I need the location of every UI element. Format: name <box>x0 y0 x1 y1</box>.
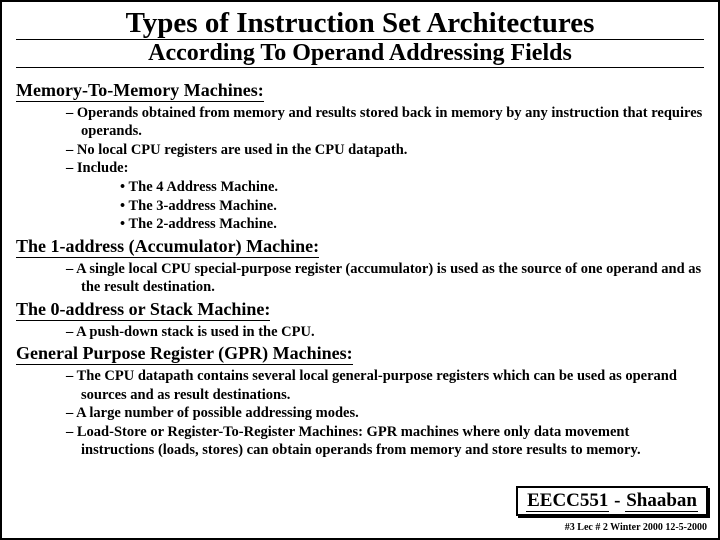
section1-subbullet: The 4 Address Machine. <box>120 178 704 197</box>
slide-subtitle: According To Operand Addressing Fields <box>16 40 704 67</box>
section1-subbullet: The 3-address Machine. <box>120 197 704 216</box>
footer-box: EECC551 - Shaaban <box>516 486 708 516</box>
section4-bullet: Load-Store or Register-To-Register Machi… <box>66 423 704 460</box>
section4-bullet: A large number of possible addressing mo… <box>66 404 704 423</box>
section1-heading: Memory-To-Memory Machines: <box>16 80 264 102</box>
section1-bullet: Include: <box>66 159 704 178</box>
section3-heading: The 0-address or Stack Machine: <box>16 299 270 321</box>
footer-name: Shaaban <box>625 490 698 512</box>
section4-bullet: The CPU datapath contains several local … <box>66 367 704 404</box>
section2-bullet: A single local CPU special-purpose regis… <box>66 260 704 297</box>
footer-meta: #3 Lec # 2 Winter 2000 12-5-2000 <box>565 522 707 533</box>
slide-title: Types of Instruction Set Architectures <box>16 8 704 40</box>
section1-subbullet: The 2-address Machine. <box>120 215 704 234</box>
section4-heading: General Purpose Register (GPR) Machines: <box>16 343 353 365</box>
section2-heading: The 1-address (Accumulator) Machine: <box>16 236 319 258</box>
section1-bullet: No local CPU registers are used in the C… <box>66 141 704 160</box>
footer-course: EECC551 <box>526 490 609 512</box>
footer-dash: - <box>614 490 625 511</box>
section3-bullet: A push-down stack is used in the CPU. <box>66 323 704 342</box>
section1-bullet: Operands obtained from memory and result… <box>66 104 704 141</box>
